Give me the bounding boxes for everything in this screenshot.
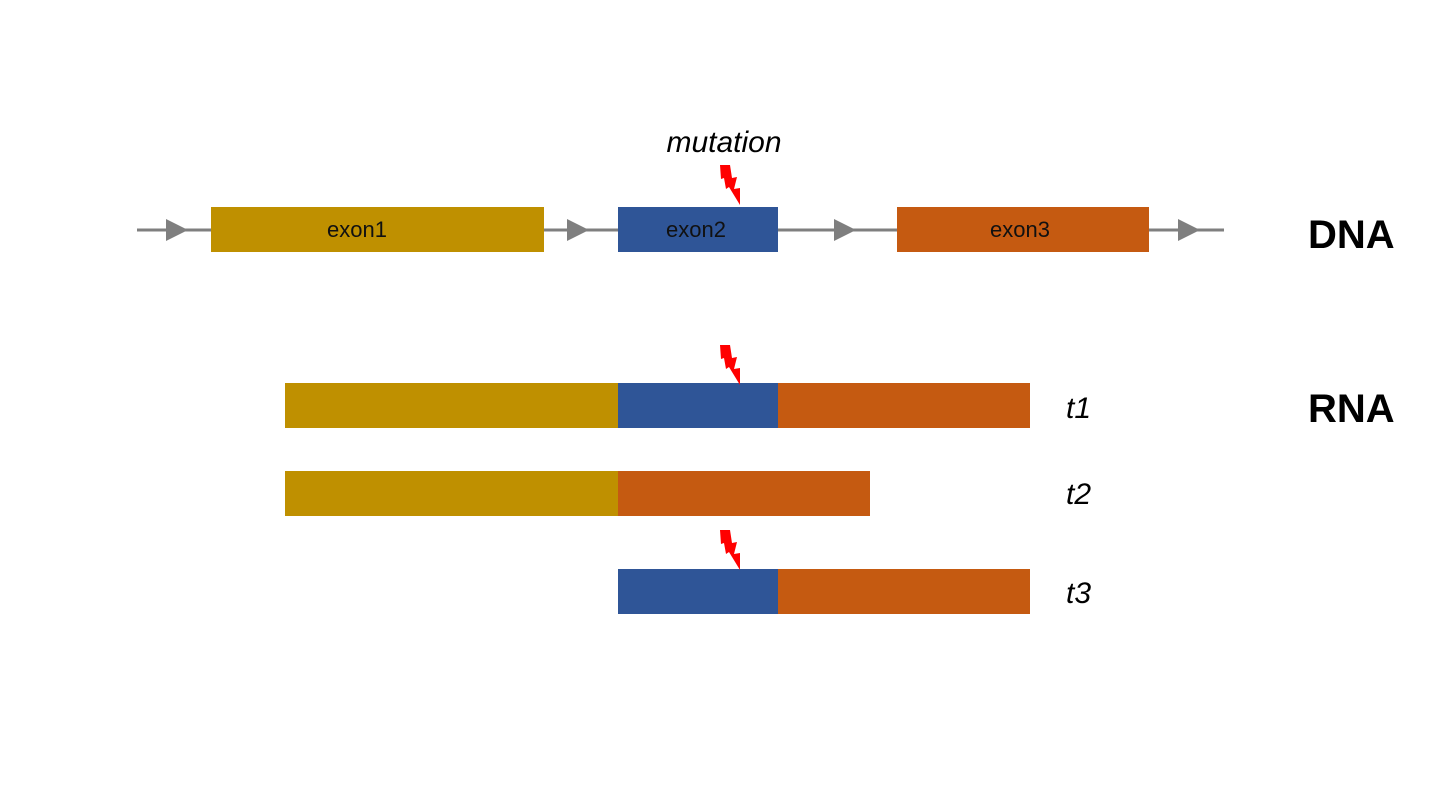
lightning-bolt-icon xyxy=(720,345,740,385)
dna-exon3-box xyxy=(897,207,1149,252)
t3-label: t3 xyxy=(1066,577,1091,610)
dna-exon3-label: exon3 xyxy=(990,217,1050,242)
dna-exon2-box xyxy=(618,207,778,252)
t2-label: t2 xyxy=(1066,478,1091,511)
lightning-bolt-icon xyxy=(720,165,740,205)
t3-exon2-segment xyxy=(618,569,778,614)
dna-exon1-label: exon1 xyxy=(327,217,387,242)
rna-rows: t1 t2 t3 RNA xyxy=(285,345,1395,614)
transcript-t3: t3 xyxy=(618,530,1091,614)
t1-exon2-segment xyxy=(618,383,778,428)
dna-exon1-box xyxy=(211,207,544,252)
rna-section-label: RNA xyxy=(1308,387,1395,431)
lightning-bolt-icon xyxy=(720,530,740,570)
dna-row: exon1 exon2 exon3 mutation DNA xyxy=(137,126,1395,257)
arrow-right-icon xyxy=(166,219,188,241)
t3-exon3-segment xyxy=(778,569,1030,614)
dna-exon2-label: exon2 xyxy=(666,217,726,242)
t1-exon1-segment xyxy=(285,383,618,428)
arrow-right-icon xyxy=(567,219,589,241)
t1-label: t1 xyxy=(1066,392,1091,425)
t2-exon3-segment xyxy=(618,471,870,516)
dna-section-label: DNA xyxy=(1308,213,1395,257)
t2-exon1-segment xyxy=(285,471,618,516)
t1-exon3-segment xyxy=(778,383,1030,428)
arrow-right-icon xyxy=(834,219,856,241)
arrow-right-icon xyxy=(1178,219,1200,241)
transcript-t2: t2 xyxy=(285,471,1091,516)
transcript-t1: t1 xyxy=(285,345,1091,428)
mutation-label: mutation xyxy=(666,126,781,159)
